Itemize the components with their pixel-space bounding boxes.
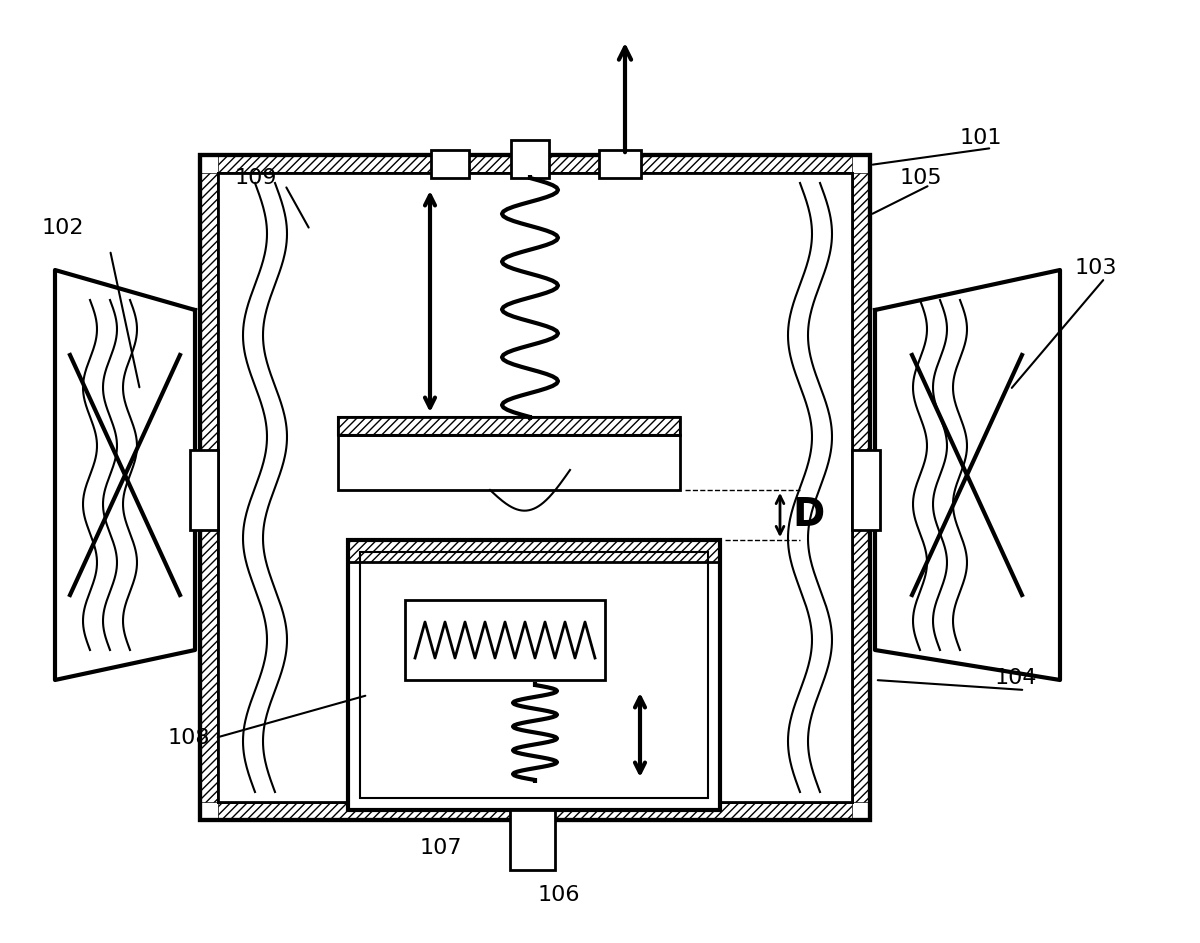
Text: 107: 107 <box>420 838 462 858</box>
Bar <box>218 173 852 802</box>
Bar <box>200 173 218 802</box>
Bar <box>360 552 708 798</box>
Bar <box>338 417 680 435</box>
Bar <box>190 450 218 530</box>
Text: 103: 103 <box>1075 258 1117 278</box>
Bar <box>200 155 870 820</box>
Bar <box>218 155 852 173</box>
Bar <box>348 540 720 810</box>
Text: 102: 102 <box>42 218 84 238</box>
Bar <box>218 173 852 802</box>
Bar <box>510 810 554 870</box>
Polygon shape <box>875 270 1060 680</box>
Text: D: D <box>792 496 824 534</box>
Bar <box>218 802 852 820</box>
Text: 101: 101 <box>960 128 1002 148</box>
Bar <box>338 435 680 490</box>
Bar <box>218 173 852 802</box>
Bar <box>852 450 880 530</box>
Bar <box>511 140 550 178</box>
Text: 106: 106 <box>538 885 581 905</box>
Bar <box>338 417 680 435</box>
Text: 108: 108 <box>168 728 210 748</box>
Bar <box>431 150 469 178</box>
Bar <box>348 540 720 562</box>
Text: 105: 105 <box>900 168 943 188</box>
Bar <box>348 540 720 562</box>
Bar <box>406 600 605 680</box>
Bar <box>200 155 870 820</box>
Text: 109: 109 <box>235 168 277 188</box>
Text: 104: 104 <box>995 668 1038 688</box>
Bar <box>599 150 641 178</box>
Bar <box>852 173 870 802</box>
Polygon shape <box>55 270 196 680</box>
